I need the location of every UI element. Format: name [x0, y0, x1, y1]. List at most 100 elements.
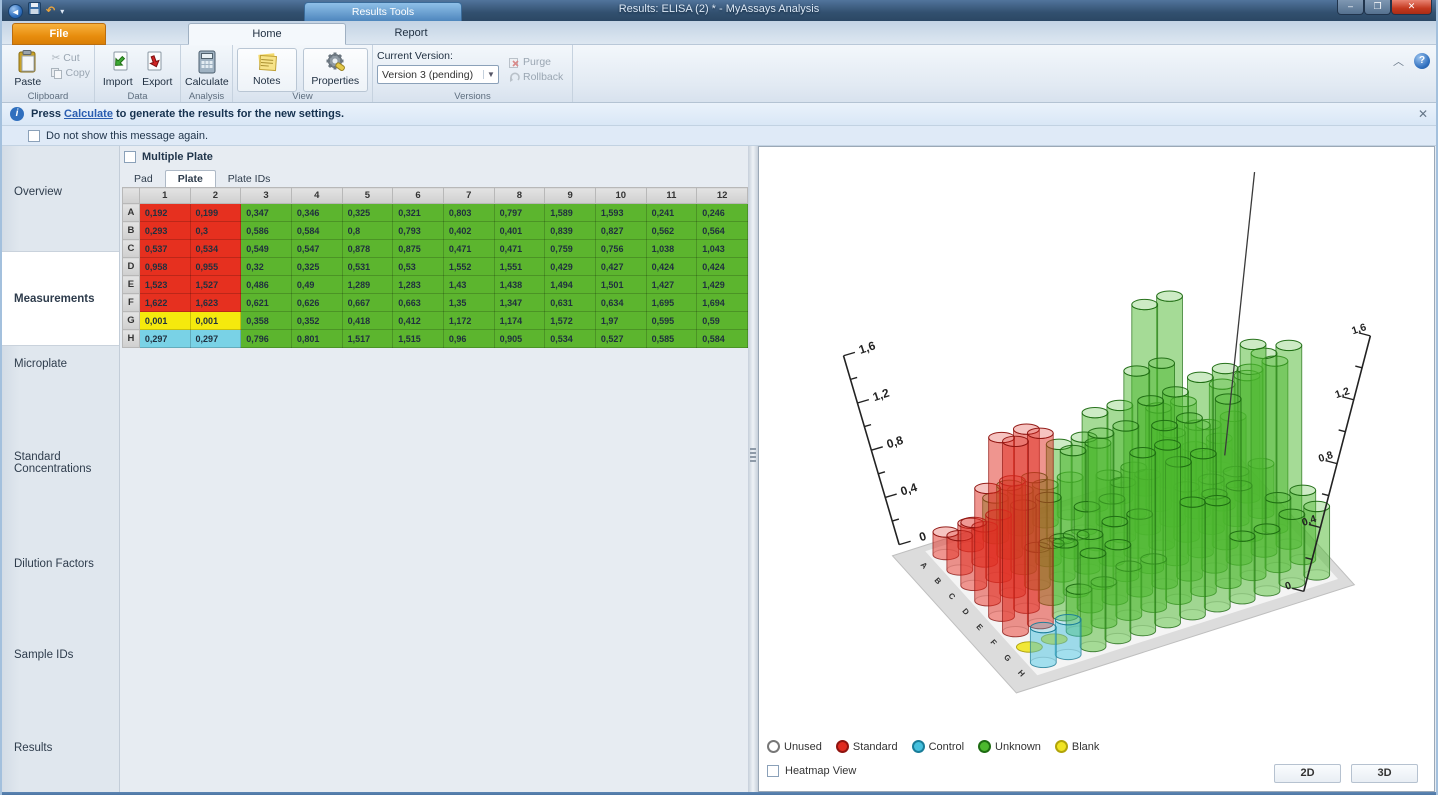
plate-cell[interactable]: 0,534	[544, 329, 596, 348]
plate-cell[interactable]: 0,418	[341, 311, 394, 330]
plate-tab-plate[interactable]: Plate	[164, 170, 216, 187]
export-button[interactable]: Export	[139, 48, 177, 92]
plate-row-header[interactable]: D	[122, 257, 140, 276]
undo-button[interactable]: ↶	[46, 4, 56, 17]
plate-cell[interactable]: 0,759	[544, 239, 596, 258]
plate-row-header[interactable]: F	[122, 293, 140, 312]
plate-tab-pad[interactable]: Pad	[134, 173, 153, 185]
sidebar-item-standard-concentrations[interactable]: Standard Concentrations	[14, 451, 92, 475]
plate-col-header[interactable]: 4	[290, 187, 343, 204]
plate-col-header[interactable]: 1	[138, 187, 191, 204]
plate-row-header[interactable]: B	[122, 221, 140, 240]
plate-cell[interactable]: 1,283	[392, 275, 444, 294]
plate-cell[interactable]: 0,59	[696, 311, 748, 330]
plate-cell[interactable]: 0,595	[645, 311, 698, 330]
plate-col-header[interactable]: 10	[594, 187, 647, 204]
plate-cell[interactable]: 0,358	[240, 311, 292, 330]
plate-col-header[interactable]: 7	[442, 187, 495, 204]
plate-cell[interactable]: 1,038	[645, 239, 698, 258]
plate-cell[interactable]: 0,8	[341, 221, 394, 240]
plate-cell[interactable]: 1,552	[442, 257, 495, 276]
plate-row-header[interactable]: H	[122, 329, 140, 348]
plate-cell[interactable]: 1,429	[696, 275, 748, 294]
plate-cell[interactable]: 1,695	[645, 293, 698, 312]
plate-cell[interactable]: 1,517	[341, 329, 394, 348]
plate-cell[interactable]: 0,634	[594, 293, 647, 312]
plate-cell[interactable]: 0,547	[290, 239, 343, 258]
plate-cell[interactable]: 0,621	[240, 293, 292, 312]
view-2d-button[interactable]: 2D	[1274, 764, 1341, 783]
plate-cell[interactable]: 0,471	[442, 239, 495, 258]
calculate-button[interactable]: Calculate	[185, 48, 229, 92]
plate-cell[interactable]: 0,325	[341, 203, 394, 222]
plate-cell[interactable]: 0,297	[138, 329, 191, 348]
plate-cell[interactable]: 1,347	[493, 293, 546, 312]
plate-cell[interactable]: 1,527	[189, 275, 242, 294]
version-dropdown[interactable]: Version 3 (pending) ▼	[377, 65, 499, 84]
plate-col-header[interactable]: 8	[493, 187, 546, 204]
multiple-plate-checkbox[interactable]	[124, 151, 136, 163]
properties-button[interactable]: Properties	[302, 48, 368, 92]
plate-col-header[interactable]: 6	[392, 187, 444, 204]
plate-cell[interactable]: 0,564	[696, 221, 748, 240]
plate-cell[interactable]: 0,192	[138, 203, 191, 222]
minimize-ribbon-button[interactable]: ︿	[1393, 56, 1404, 68]
plate-cell[interactable]: 1,043	[696, 239, 748, 258]
plate-cell[interactable]: 0,402	[442, 221, 495, 240]
plate-tab-plate-ids[interactable]: Plate IDs	[227, 173, 271, 185]
plate-cell[interactable]: 1,515	[392, 329, 444, 348]
plate-row-header[interactable]: C	[122, 239, 140, 258]
plate-cell[interactable]: 0,531	[341, 257, 394, 276]
plate-cell[interactable]: 0,471	[493, 239, 546, 258]
plate-cell[interactable]: 0,839	[544, 221, 596, 240]
plate-cell[interactable]: 0,801	[290, 329, 343, 348]
plate-cell[interactable]: 0,3	[189, 221, 242, 240]
plate-col-header[interactable]: 11	[645, 187, 698, 204]
plate-cell[interactable]: 0,199	[189, 203, 242, 222]
plate-cell[interactable]: 1,523	[138, 275, 191, 294]
plate-cell[interactable]: 0,424	[696, 257, 748, 276]
plate-row-header[interactable]: E	[122, 275, 140, 294]
plate-cell[interactable]: 0,429	[544, 257, 596, 276]
plate-cell[interactable]: 1,35	[442, 293, 495, 312]
plate-row-header[interactable]: A	[122, 203, 140, 222]
plate-col-header[interactable]: 3	[240, 187, 292, 204]
view-3d-button[interactable]: 3D	[1351, 764, 1418, 783]
plate-col-header[interactable]: 9	[544, 187, 596, 204]
plate-cell[interactable]: 1,551	[493, 257, 546, 276]
plate-cell[interactable]: 0,796	[240, 329, 292, 348]
minimize-button[interactable]: –	[1337, 0, 1364, 15]
plate-cell[interactable]: 0,427	[594, 257, 647, 276]
plate-cell[interactable]: 0,793	[392, 221, 444, 240]
plate-cell[interactable]: 0,325	[290, 257, 343, 276]
plate-cell[interactable]: 1,694	[696, 293, 748, 312]
plate-cell[interactable]: 0,293	[138, 221, 191, 240]
help-icon[interactable]: ?	[1414, 53, 1430, 69]
plate-cell[interactable]: 0,246	[696, 203, 748, 222]
plate-cell[interactable]: 0,49	[290, 275, 343, 294]
tab-home[interactable]: Home	[188, 23, 346, 45]
plate-cell[interactable]: 0,527	[594, 329, 647, 348]
plate-cell[interactable]: 0,352	[290, 311, 343, 330]
plate-col-header[interactable]: 5	[341, 187, 394, 204]
plate-cell[interactable]: 0,96	[442, 329, 495, 348]
tab-file[interactable]: File	[12, 23, 106, 45]
close-button[interactable]: ✕	[1391, 0, 1432, 15]
plate-cell[interactable]: 0,878	[341, 239, 394, 258]
back-button[interactable]: ◄	[8, 3, 23, 19]
plate-cell[interactable]: 0,797	[493, 203, 546, 222]
sidebar-item-microplate[interactable]: Microplate	[14, 358, 68, 370]
sidebar-item-dilution-factors[interactable]: Dilution Factors	[14, 558, 94, 570]
tab-report[interactable]: Report	[394, 27, 428, 39]
panel-splitter[interactable]	[748, 146, 758, 792]
plate-cell[interactable]: 0,424	[645, 257, 698, 276]
plate-cell[interactable]: 0,534	[189, 239, 242, 258]
plate-cell[interactable]: 0,803	[442, 203, 495, 222]
sidebar-item-sample-ids[interactable]: Sample IDs	[14, 649, 74, 661]
qat-dropdown-arrow[interactable]: ▾	[60, 6, 65, 16]
message-close-icon[interactable]: ✕	[1417, 107, 1428, 121]
plate-cell[interactable]: 0,626	[290, 293, 343, 312]
plate-cell[interactable]: 0,955	[189, 257, 242, 276]
plate-cell[interactable]: 0,584	[696, 329, 748, 348]
